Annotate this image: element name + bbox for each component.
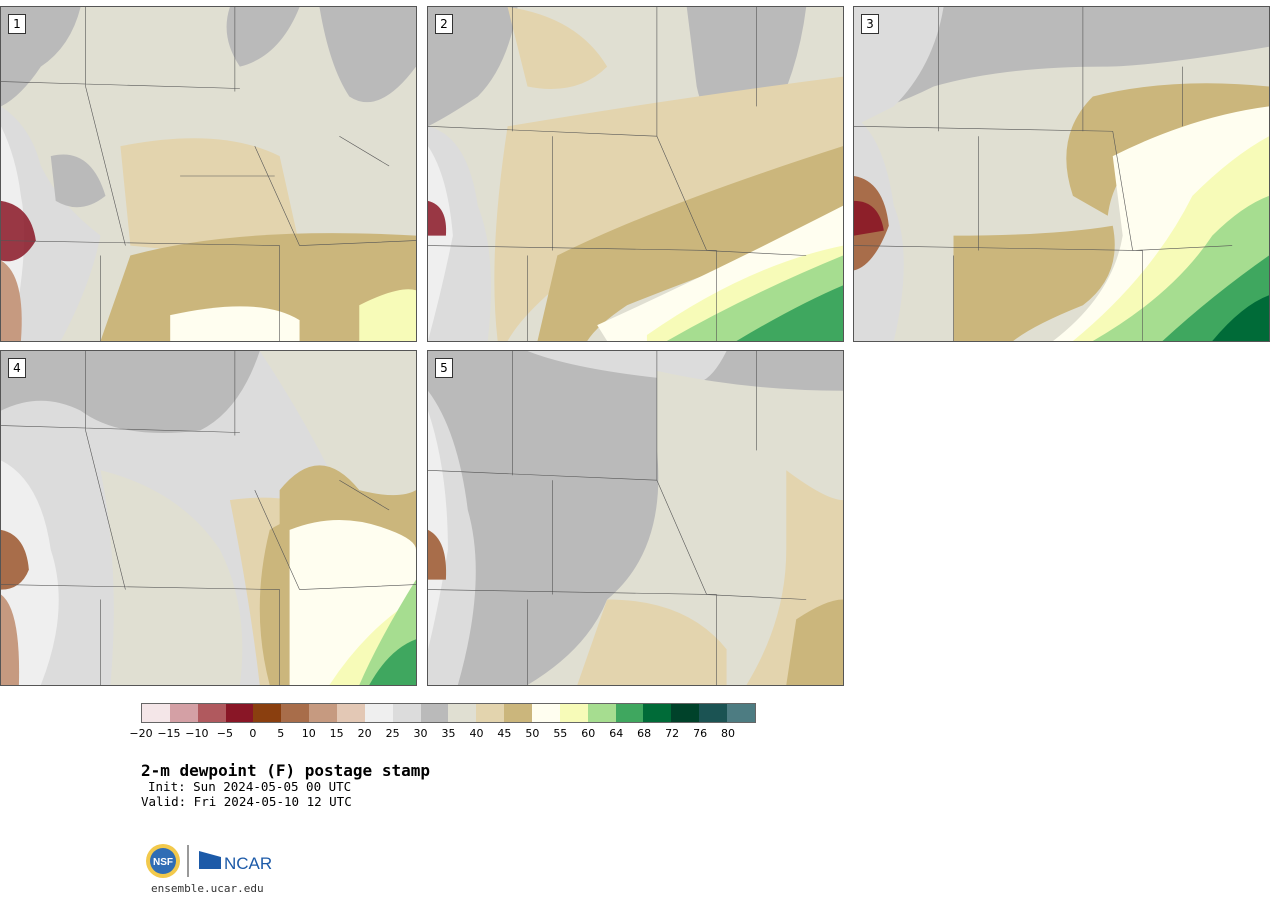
panel-number-label: 4 bbox=[8, 358, 26, 378]
colorbar-tick-label: 80 bbox=[721, 727, 736, 740]
init-time: Init: Sun 2024-05-05 00 UTC bbox=[148, 779, 352, 794]
ncar-logo-text: NCAR bbox=[224, 854, 272, 873]
colorbar-swatch bbox=[392, 704, 421, 722]
colorbar-tick-label: 10 bbox=[301, 727, 316, 740]
ncar-logo: NCAR bbox=[199, 851, 272, 873]
colorbar-swatch bbox=[504, 704, 533, 722]
colorbar-swatch bbox=[587, 704, 616, 722]
colorbar-swatch bbox=[169, 704, 198, 722]
colorbar-tick-label: 55 bbox=[553, 727, 568, 740]
colorbar-swatch bbox=[197, 704, 226, 722]
colorbar-tick-label: 50 bbox=[525, 727, 540, 740]
colorbar-swatch bbox=[281, 704, 310, 722]
colorbar-swatch bbox=[364, 704, 393, 722]
colorbar-swatch bbox=[727, 704, 755, 722]
dewpoint-map-5 bbox=[428, 351, 843, 685]
colorbar-tick-label: 30 bbox=[413, 727, 428, 740]
panel-number-label: 1 bbox=[8, 14, 26, 34]
map-panel-3: 3 bbox=[853, 6, 1270, 342]
panel-number-label: 3 bbox=[861, 14, 879, 34]
colorbar-tick-label: 76 bbox=[693, 727, 708, 740]
colorbar-swatch bbox=[253, 704, 282, 722]
colorbar-tick-label: 40 bbox=[469, 727, 484, 740]
dewpoint-map-4 bbox=[1, 351, 416, 685]
colorbar-tick-label: −15 bbox=[157, 727, 181, 740]
valid-time: Valid: Fri 2024-05-10 12 UTC bbox=[141, 794, 352, 809]
colorbar-swatch bbox=[448, 704, 477, 722]
colorbar-tick-label: 15 bbox=[329, 727, 344, 740]
colorbar-swatch bbox=[643, 704, 672, 722]
colorbar-tick-label: 0 bbox=[249, 727, 257, 740]
colorbar-swatch bbox=[476, 704, 505, 722]
colorbar-swatch bbox=[225, 704, 254, 722]
colorbar-swatch bbox=[420, 704, 449, 722]
chart-title: 2-m dewpoint (F) postage stamp bbox=[141, 761, 430, 780]
colorbar-swatch bbox=[559, 704, 588, 722]
nsf-logo: NSF bbox=[146, 844, 180, 878]
colorbar-swatch bbox=[699, 704, 728, 722]
colorbar-tick-label: 64 bbox=[609, 727, 624, 740]
colorbar-tick-labels: −20 −15 −10 −5 0 5 10 15 20 25 30 35 40 45 50 55 60 64 68 7… bbox=[129, 727, 756, 743]
dewpoint-colorbar bbox=[141, 703, 756, 723]
colorbar-tick-label: 20 bbox=[357, 727, 372, 740]
colorbar-swatch bbox=[532, 704, 560, 722]
dewpoint-map-2 bbox=[428, 7, 843, 341]
map-panel-2: 2 bbox=[427, 6, 844, 342]
colorbar-tick-label: 25 bbox=[385, 727, 400, 740]
dewpoint-map-3 bbox=[854, 7, 1269, 341]
panel-number-label: 5 bbox=[435, 358, 453, 378]
map-panel-1: 1 bbox=[0, 6, 417, 342]
colorbar-tick-label: 60 bbox=[581, 727, 596, 740]
colorbar-swatch bbox=[309, 704, 338, 722]
colorbar-tick-label: 68 bbox=[637, 727, 652, 740]
colorbar-tick-label: −5 bbox=[216, 727, 233, 740]
dewpoint-map-1 bbox=[1, 7, 416, 341]
panel-number-label: 2 bbox=[435, 14, 453, 34]
colorbar-swatch bbox=[671, 704, 700, 722]
map-panel-4: 4 bbox=[0, 350, 417, 686]
nsf-logo-text: NSF bbox=[153, 857, 173, 868]
map-panel-5: 5 bbox=[427, 350, 844, 686]
colorbar-tick-label: −10 bbox=[185, 727, 209, 740]
website-url: ensemble.ucar.edu bbox=[151, 882, 264, 895]
colorbar-swatch bbox=[615, 704, 644, 722]
colorbar-tick-label: 45 bbox=[497, 727, 512, 740]
colorbar-tick-label: 72 bbox=[665, 727, 680, 740]
colorbar-swatch bbox=[337, 704, 365, 722]
colorbar-tick-label: 35 bbox=[441, 727, 456, 740]
logos: NSF NCAR bbox=[145, 843, 285, 881]
colorbar-tick-label: 5 bbox=[277, 727, 285, 740]
colorbar-swatch bbox=[142, 704, 170, 722]
colorbar-tick-label: −20 bbox=[129, 727, 153, 740]
